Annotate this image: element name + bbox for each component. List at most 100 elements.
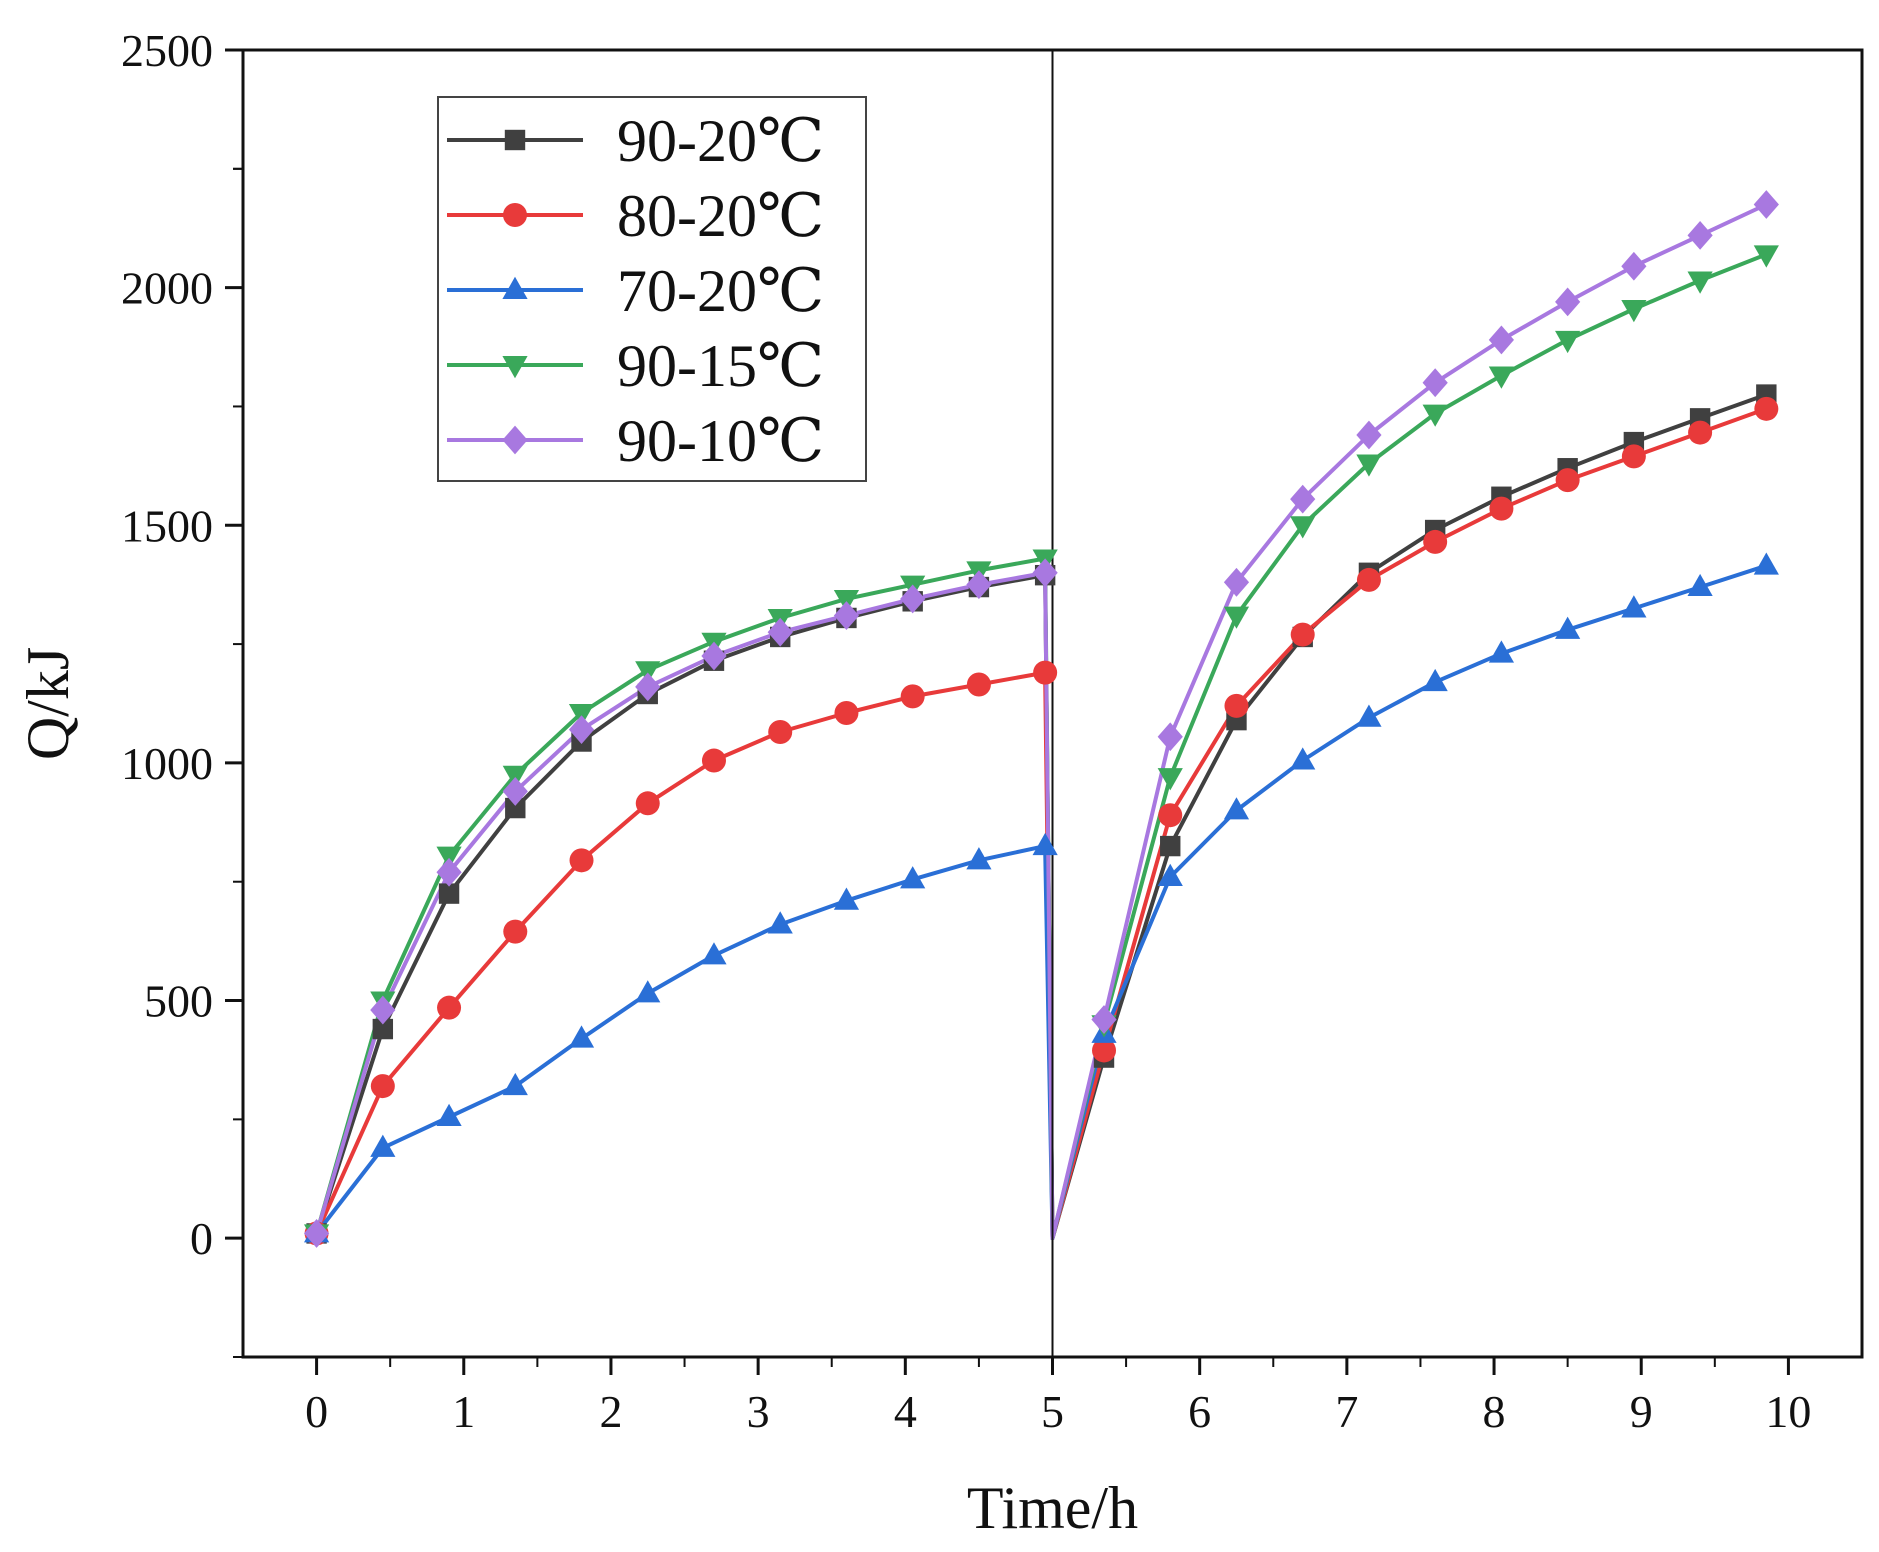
data-point-80-20c xyxy=(1033,660,1058,685)
data-point-80-20c xyxy=(1290,622,1315,647)
data-point-90-10c xyxy=(568,715,595,745)
y-tick-label: 2500 xyxy=(121,25,213,76)
data-point-70-20c xyxy=(1621,595,1647,618)
data-point-80-20c xyxy=(1555,468,1580,493)
data-point-80-20c xyxy=(635,791,660,816)
x-axis-title: Time/h xyxy=(967,1475,1138,1541)
data-point-80-20c xyxy=(1754,396,1779,421)
data-point-90-10c xyxy=(370,995,396,1025)
data-point-70-20c xyxy=(370,1134,396,1157)
data-point-70-20c xyxy=(1157,863,1183,886)
x-tick-label: 1 xyxy=(452,1386,475,1437)
data-point-80-20c xyxy=(1423,529,1448,554)
legend-marker xyxy=(502,276,528,299)
legend-label: 70-20℃ xyxy=(617,258,824,324)
x-tick-label: 9 xyxy=(1630,1386,1653,1437)
data-point-90-20c xyxy=(1160,835,1181,857)
data-point-80-20c xyxy=(1158,803,1183,828)
data-point-90-10c xyxy=(833,601,860,630)
data-point-90-15c xyxy=(568,704,595,727)
data-point-80-20c xyxy=(701,748,726,773)
data-point-70-20c xyxy=(635,980,661,1003)
data-point-90-10c xyxy=(1356,420,1382,450)
data-point-90-10c xyxy=(1488,325,1515,355)
data-point-90-15c xyxy=(1687,271,1713,294)
data-point-80-20c xyxy=(1489,496,1514,521)
legend-item-80-20c: 80-20℃ xyxy=(447,183,824,249)
data-point-90-15c xyxy=(1488,366,1515,389)
data-point-90-15c xyxy=(1753,245,1779,268)
data-point-90-10c xyxy=(701,641,727,671)
data-point-90-15c xyxy=(635,661,661,684)
legend-label: 90-15℃ xyxy=(617,333,824,399)
data-point-80-20c xyxy=(1356,567,1381,592)
data-point-90-15c xyxy=(1290,516,1316,539)
data-point-90-10c xyxy=(436,857,462,887)
x-tick-label: 7 xyxy=(1335,1386,1358,1437)
legend: 90-20℃ 80-20℃ 70-20℃ 90-15℃ 90-10℃ xyxy=(437,96,867,482)
data-point-70-20c xyxy=(1488,640,1515,663)
data-point-70-20c xyxy=(1290,747,1316,770)
legend-label: 80-20℃ xyxy=(617,183,824,249)
data-point-80-20c xyxy=(1621,444,1646,469)
y-axis-title: Q/kJ xyxy=(15,647,81,760)
data-point-90-10c xyxy=(635,672,661,702)
legend-item-70-20c: 70-20℃ xyxy=(447,258,824,324)
legend-marker xyxy=(502,356,528,379)
data-point-70-20c xyxy=(833,887,860,910)
x-tick-label: 3 xyxy=(747,1386,770,1437)
data-point-80-20c xyxy=(966,672,991,697)
axis-ticks: 0 1 2 3 4 5 6 7 8 9 10 0 500 1000 1500 2000 2500 xyxy=(121,25,1811,1437)
data-point-90-10c xyxy=(900,584,926,614)
data-point-90-10c xyxy=(1555,287,1581,317)
data-point-70-20c xyxy=(1753,552,1779,575)
data-point-70-20c xyxy=(1422,668,1448,692)
series-line-90-10c xyxy=(314,202,1769,1241)
data-point-80-20c xyxy=(900,684,925,709)
data-point-70-20c xyxy=(1356,704,1382,727)
data-point-70-20c xyxy=(1555,616,1581,639)
data-point-90-10c xyxy=(1290,484,1316,514)
y-tick-label: 1500 xyxy=(121,500,213,551)
x-tick-label: 4 xyxy=(894,1386,917,1437)
data-point-90-20c xyxy=(438,883,460,904)
data-point-90-10c xyxy=(303,1219,330,1248)
data-point-90-10c xyxy=(1157,722,1183,752)
y-tick-label: 0 xyxy=(190,1213,213,1264)
data-point-70-20c xyxy=(568,1025,595,1048)
y-tick-label: 2000 xyxy=(121,263,213,314)
data-point-80-20c xyxy=(1092,1038,1117,1063)
x-tick-label: 6 xyxy=(1188,1386,1211,1437)
data-point-80-20c xyxy=(834,701,859,726)
legend-item-90-10c: 90-10℃ xyxy=(447,408,824,474)
data-point-90-10c xyxy=(767,617,793,647)
data-point-70-20c xyxy=(502,1072,528,1096)
data-point-70-20c xyxy=(701,942,727,965)
data-point-90-10c xyxy=(502,777,528,806)
y-tick-label: 500 xyxy=(144,976,213,1027)
data-point-80-20c xyxy=(569,848,594,873)
data-point-70-20c xyxy=(767,911,793,934)
data-point-90-20c xyxy=(505,797,526,819)
data-point-90-10c xyxy=(1032,558,1058,588)
data-point-90-10c xyxy=(1687,220,1713,250)
data-point-80-20c xyxy=(437,995,462,1020)
data-point-90-10c xyxy=(1753,190,1779,219)
data-point-90-10c xyxy=(1223,567,1250,597)
x-tick-label: 2 xyxy=(599,1386,622,1437)
data-markers xyxy=(303,190,1779,1248)
x-tick-label: 0 xyxy=(305,1386,328,1437)
data-point-90-15c xyxy=(1157,768,1183,791)
data-point-70-20c xyxy=(900,866,926,889)
data-point-90-15c xyxy=(1422,404,1448,427)
data-point-90-15c xyxy=(436,846,462,869)
data-point-90-20c xyxy=(372,1018,394,1040)
data-point-90-15c xyxy=(833,589,860,613)
data-point-80-20c xyxy=(370,1074,395,1099)
data-point-70-20c xyxy=(1223,797,1250,820)
legend-marker xyxy=(502,425,528,455)
data-point-90-10c xyxy=(966,570,992,600)
data-point-80-20c xyxy=(768,720,793,745)
